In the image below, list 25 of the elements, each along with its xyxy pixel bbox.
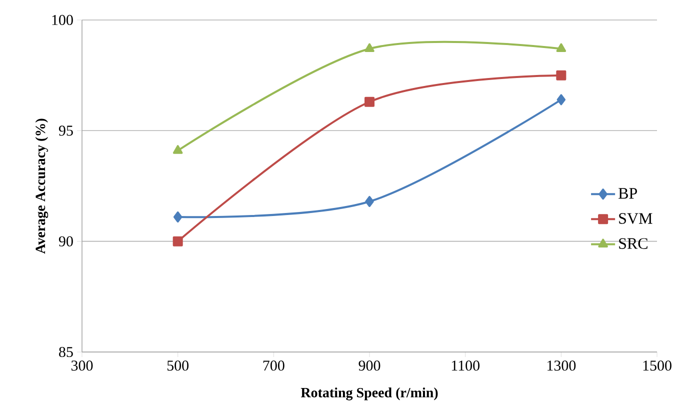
point [556, 43, 566, 52]
legend-label: SVM [619, 213, 652, 224]
x-tick-label: 500 [167, 360, 189, 371]
y-tick-label: 90 [58, 236, 73, 246]
x-tick-label: 900 [358, 360, 380, 371]
point [364, 96, 375, 107]
point [173, 211, 182, 222]
point [556, 70, 566, 80]
point [556, 94, 566, 106]
point [365, 196, 374, 207]
point [172, 145, 183, 154]
x-tick-label: 1300 [547, 360, 576, 371]
x-tick-label: 700 [263, 360, 284, 371]
point [364, 43, 374, 52]
legend-label: SRC [619, 238, 648, 249]
y-tick-label: 100 [52, 14, 73, 26]
y-tick-label: 85 [59, 346, 73, 358]
x-tick-label: 300 [71, 360, 93, 371]
x-tick-label: 1500 [643, 360, 672, 371]
x-tick-label: 1100 [452, 360, 480, 371]
x-axis-title: Rotating Speed (r/min) [300, 388, 438, 400]
point [172, 236, 183, 246]
y-tick-label: 95 [58, 126, 73, 136]
legend-label: BP [618, 188, 637, 199]
y-axis-title: Average Accuracy (%) [35, 118, 48, 254]
